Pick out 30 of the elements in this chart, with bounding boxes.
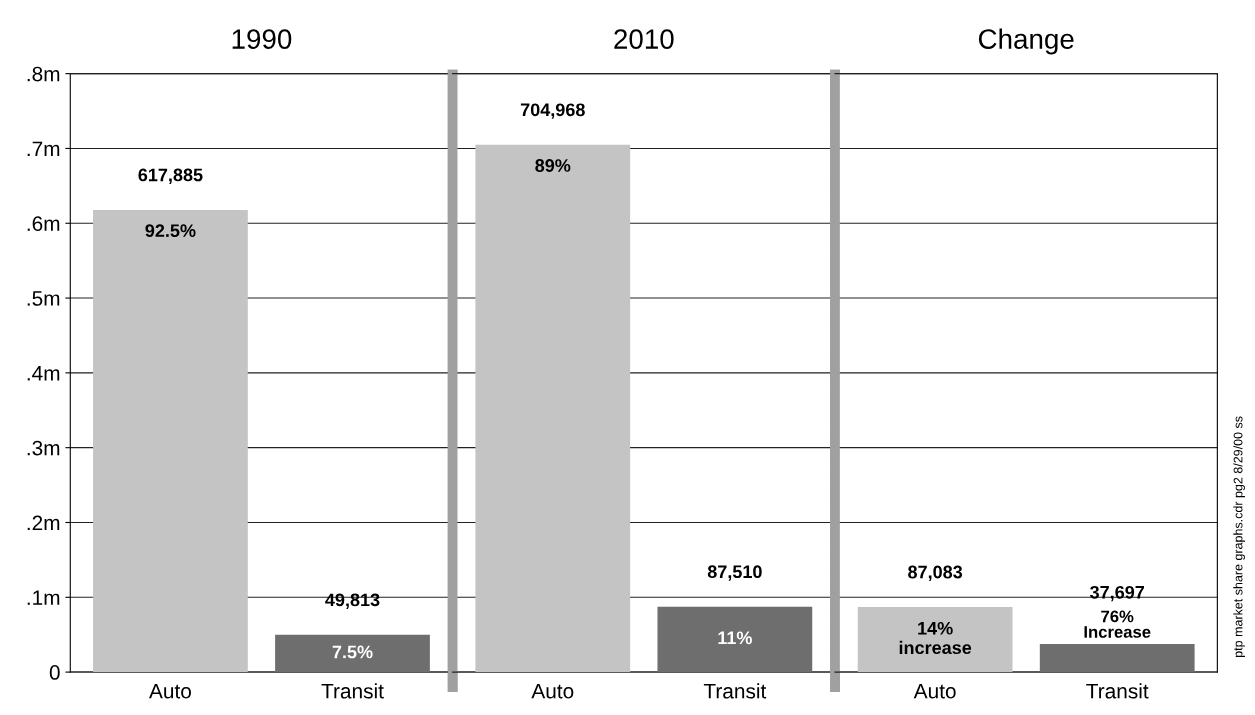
x-tick-label: Auto [531, 683, 574, 699]
x-tick-label: Transit [1086, 683, 1149, 699]
y-tick-label: 0 [49, 665, 60, 680]
y-tick-label: .1m [27, 590, 60, 605]
chart-title: Change [978, 28, 1074, 55]
annotation: 92.5% [145, 224, 196, 238]
data-label: 87,510 [707, 565, 762, 581]
x-tick-label: Auto [913, 683, 956, 699]
x-tick-label: Auto [149, 683, 191, 699]
chart-title: 1990 [232, 29, 292, 49]
annotation: 7.5% [332, 645, 373, 659]
annotation: 14% increase [899, 621, 972, 655]
y-tick-label: .4m [27, 366, 60, 381]
text: ptp market share graphs.cdr pg2 8/29/00 ss [1233, 416, 1245, 657]
y-tick-label: .5m [27, 291, 60, 306]
x-tick-label: Transit [321, 683, 384, 699]
y-tick-label: .8m [27, 66, 60, 82]
y-tick-label: .6m [27, 216, 60, 232]
chart-title: 2010 [614, 29, 674, 49]
data-label: 617,885 [138, 168, 203, 184]
data-label: 87,083 [908, 565, 963, 582]
annotation: 89% [535, 159, 571, 172]
data-label: 704,968 [520, 103, 585, 119]
annotation: 11% [718, 631, 752, 645]
y-tick-label: .7m [27, 141, 60, 156]
annotation: 76% Increase [1084, 610, 1151, 638]
x-tick-label: Transit [703, 683, 767, 699]
data-label: 49,813 [325, 593, 380, 609]
y-tick-label: .2m [27, 515, 60, 531]
y-tick-label: .3m [27, 440, 60, 456]
